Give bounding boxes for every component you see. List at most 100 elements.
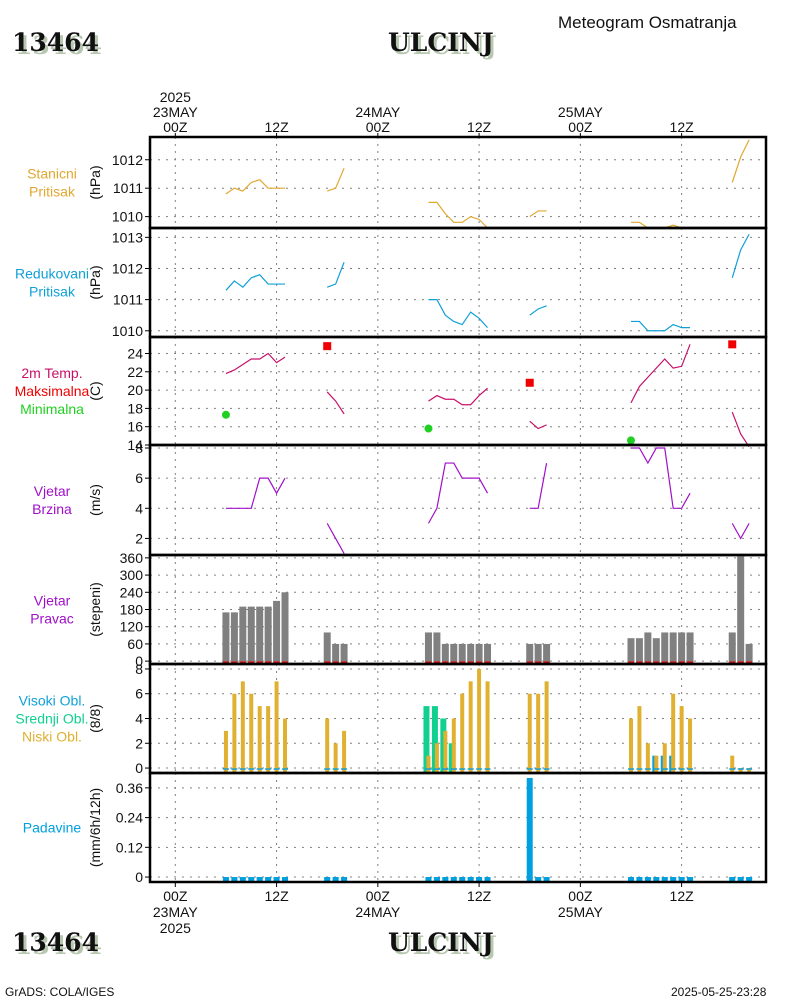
series-line [529,420,547,430]
footer-station-id: 13464 [12,928,99,957]
panel-frame [148,771,768,884]
series-line [427,462,489,524]
bar-precip [729,877,736,882]
bar-wind_dir [484,643,492,664]
bar-wind_dir [273,600,281,664]
y-tick-label: 300 [120,567,144,583]
bar-wind_dir [458,643,466,664]
chart-subtitle: Meteogram Osmatranja [558,13,737,32]
bar-precip [644,877,651,882]
bar-wind_dir [281,592,289,664]
bar-wind_dir [534,643,542,664]
bottom-time-label: 24MAY [355,904,401,920]
y-tick-label: 1010 [112,323,143,339]
bar-precip [746,877,753,882]
y-tick-label: 60 [127,636,143,652]
bar-precip [687,877,694,882]
panel-frame [148,443,768,557]
bar-clouds [485,681,490,773]
panel-wind_speed [145,443,768,557]
bar-precip [737,877,744,882]
bar-clouds [451,718,456,773]
bottom-time-label: 12Z [670,888,695,904]
top-time-label: 24MAY [355,104,401,120]
bar-clouds [443,730,448,773]
bar-clouds [431,706,438,773]
y-axis-label: (hPa) [87,265,103,299]
bar-clouds [249,693,254,773]
bar-clouds [730,755,735,773]
y-tick-label: 6 [135,686,143,702]
y-axis-label: (mm/6h/12h) [87,788,103,867]
bar-clouds [738,768,743,773]
series-line [327,168,345,192]
y-tick-label: 1012 [112,260,143,276]
panel-precip [145,771,768,884]
panel-legend-label: Minimalna [20,401,84,417]
bottom-time-label: 23MAY [153,904,199,920]
max-temp-marker [525,378,534,387]
panel-frame [148,335,768,447]
bar-wind_dir [652,638,660,664]
bar-precip [425,877,432,882]
bar-clouds [527,693,532,773]
series-line [225,274,286,291]
bar-clouds [628,718,633,773]
bar-precip [239,877,246,882]
top-time-label: 23MAY [153,104,199,120]
bar-clouds [434,743,439,773]
bar-wind_dir [467,643,475,664]
bar-clouds [283,718,288,773]
series-line [225,477,286,509]
bar-precip [526,777,533,882]
series-line [630,344,691,404]
bar-precip [543,877,550,882]
panel-frame [148,135,768,230]
bottom-time-label: 00Z [163,888,188,904]
bar-wind_dir [441,643,449,664]
y-tick-label: 1013 [112,229,143,245]
bar-wind_dir [678,632,686,664]
series-line [326,262,345,288]
series-line [529,305,547,316]
panel-legend-label: 2m Temp. [21,365,82,381]
y-tick-label: 4 [135,711,143,727]
y-tick-label: 14 [127,437,143,453]
bar-wind_dir [669,632,677,664]
bar-clouds [747,768,752,773]
y-tick-label: 360 [120,550,144,566]
bar-wind_dir [661,632,669,664]
y-tick-label: 240 [120,584,144,600]
bar-clouds [240,681,245,773]
y-tick-label: 0.24 [116,810,143,826]
series-line [630,447,691,509]
bar-precip [484,877,491,882]
bar-clouds [342,730,347,773]
bar-wind_dir [627,638,635,664]
bar-wind_dir [323,632,331,664]
bar-clouds [232,693,237,773]
bar-wind_dir [526,643,534,664]
panel-legend-label: Redukovani [15,266,89,282]
bar-clouds [423,706,430,773]
y-tick-label: 0 [135,760,143,776]
y-tick-label: 8 [135,661,143,677]
y-tick-label: 24 [127,345,143,361]
y-axis-label: (8/8) [87,704,103,733]
bar-clouds [223,730,228,773]
bar-precip [653,877,660,882]
bottom-time-label: 00Z [366,888,391,904]
series-line [225,352,286,375]
bottom-time-label: 2025 [160,920,191,936]
series-line [731,523,750,540]
bottom-time-label: 25MAY [558,904,604,920]
panel-station_pressure [145,135,768,230]
bar-precip [467,877,474,882]
panel-reduced_pressure [145,226,768,339]
y-tick-label: 0 [135,653,143,669]
bar-clouds [671,693,676,773]
bar-wind_dir [745,643,753,664]
bar-clouds [257,706,262,773]
bar-clouds [426,755,431,773]
max-temp-marker [323,342,332,351]
